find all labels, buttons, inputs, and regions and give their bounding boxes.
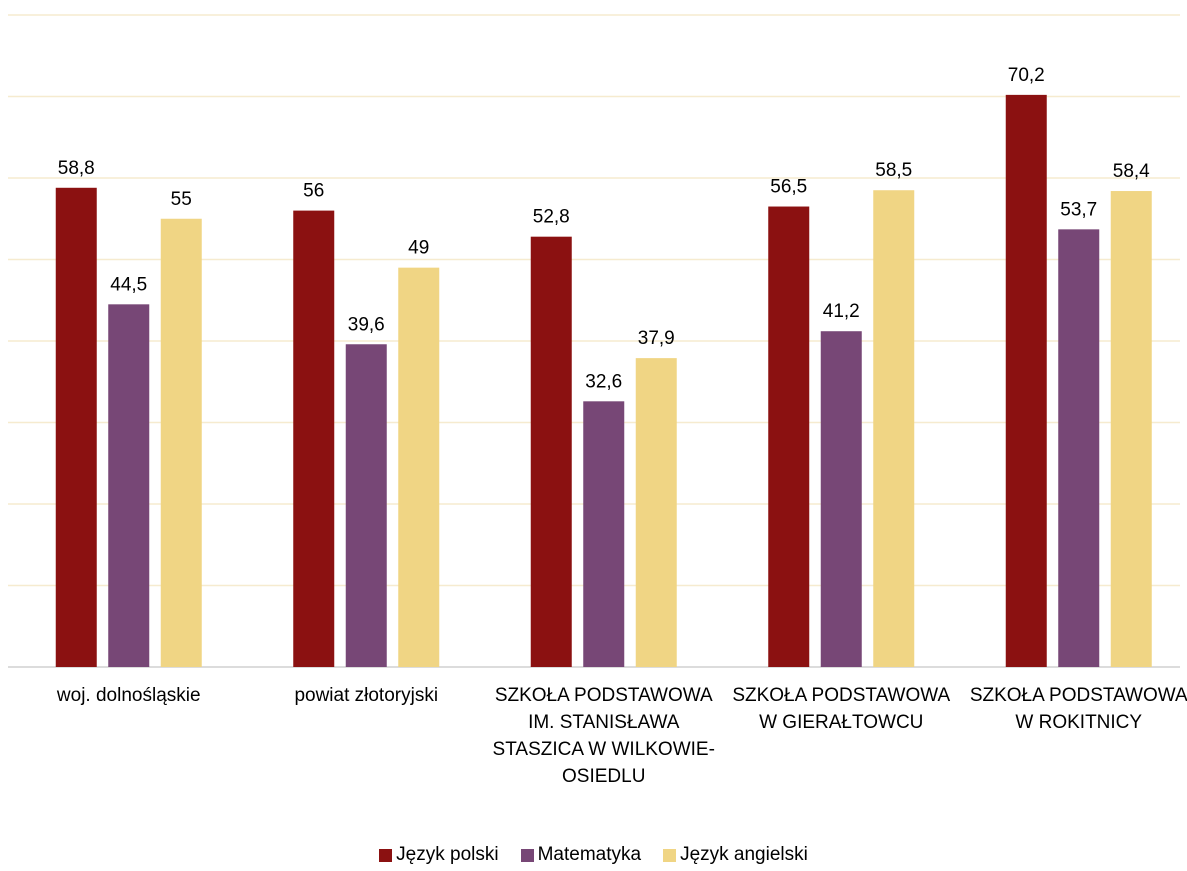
bar	[55, 187, 97, 667]
legend-swatch	[663, 848, 677, 862]
bar	[530, 236, 572, 667]
data-label: 32,6	[585, 371, 622, 392]
legend-swatch	[379, 848, 393, 862]
data-label: 53,7	[1060, 199, 1097, 220]
data-label: 55	[171, 189, 192, 210]
bar	[635, 358, 677, 667]
legend-swatch	[520, 848, 534, 862]
data-label: 39,6	[348, 314, 385, 335]
data-label: 70,2	[1008, 65, 1045, 86]
bar	[398, 267, 440, 667]
data-label: 58,8	[58, 158, 95, 179]
data-label: 44,5	[110, 274, 147, 295]
legend-item: Język polski	[379, 844, 499, 866]
bar	[108, 304, 150, 667]
legend-label: Język polski	[396, 844, 499, 865]
data-label: 49	[408, 238, 429, 259]
data-label: 58,4	[1113, 161, 1150, 182]
bar	[345, 344, 387, 667]
data-label: 56,5	[770, 177, 807, 198]
legend-item: Język angielski	[663, 844, 808, 866]
x-tick-label: SZKOŁA PODSTAWOWA W ROKITNICY	[969, 685, 1187, 733]
legend-label: Język angielski	[680, 844, 808, 865]
x-tick-label: powiat złotoryjski	[294, 685, 439, 706]
bar	[873, 190, 915, 667]
bar	[768, 206, 810, 667]
data-label: 52,8	[533, 207, 570, 228]
x-tick-label: SZKOŁA PODSTAWOWA IM. STANISŁAWA STASZIC…	[492, 685, 715, 787]
x-tick-label: SZKOŁA PODSTAWOWA W GIERAŁTOWCU	[732, 685, 951, 733]
bar	[1058, 229, 1100, 667]
bar	[583, 401, 625, 667]
x-tick-label: woj. dolnośląskie	[56, 685, 201, 706]
data-label: 37,9	[638, 328, 675, 349]
legend-item: Matematyka	[520, 844, 642, 866]
bar	[1110, 191, 1152, 668]
bar	[293, 210, 335, 667]
bar	[160, 218, 202, 667]
data-label: 56	[303, 181, 324, 202]
data-label: 58,5	[875, 160, 912, 181]
legend: Język polski Matematyka Język angielski	[0, 844, 1187, 866]
bar	[1005, 94, 1047, 668]
bar	[820, 331, 862, 667]
legend-label: Matematyka	[537, 844, 642, 865]
data-label: 41,2	[823, 301, 860, 322]
